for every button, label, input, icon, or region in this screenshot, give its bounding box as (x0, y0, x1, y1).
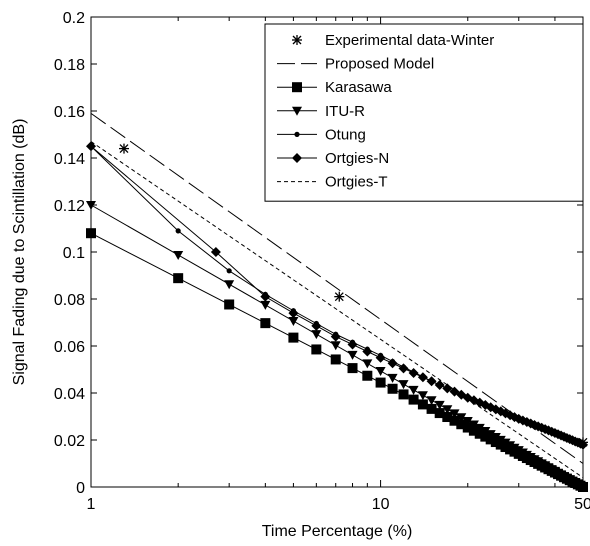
y-axis-label: Signal Fading due to Scintillation (dB) (11, 119, 28, 386)
point-marker (176, 228, 181, 233)
y-tick-label: 0.08 (54, 292, 85, 309)
y-tick-label: 0.12 (54, 198, 85, 215)
y-tick-label: 0.14 (54, 151, 85, 168)
y-tick-label: 0.06 (54, 339, 85, 356)
y-tick-label: 0 (76, 480, 85, 497)
y-tick-label: 0.04 (54, 386, 85, 403)
square-marker (348, 363, 358, 373)
y-tick-label: 0.02 (54, 433, 85, 450)
square-marker (418, 399, 428, 409)
square-marker (292, 82, 302, 92)
square-marker (362, 371, 372, 381)
legend-label: ITU-R (325, 103, 365, 120)
square-marker (173, 273, 183, 283)
point-marker (227, 268, 232, 273)
legend-label: Proposed Model (325, 56, 434, 73)
x-tick-label: 10 (372, 496, 390, 513)
square-marker (388, 384, 398, 394)
square-marker (288, 333, 298, 343)
y-tick-label: 0.2 (63, 10, 85, 27)
square-marker (260, 318, 270, 328)
x-axis-label: Time Percentage (%) (262, 523, 413, 540)
asterisk-marker (292, 35, 302, 45)
square-marker (86, 228, 96, 238)
legend: Experimental data-Winter Proposed Model Ka… (265, 24, 583, 201)
square-marker (399, 389, 409, 399)
legend-label: Ortgies-N (325, 150, 389, 167)
square-marker (376, 378, 386, 388)
y-tick-label: 0.16 (54, 104, 85, 121)
x-tick-label: 50 (574, 496, 590, 513)
x-tick-label: 1 (87, 496, 96, 513)
asterisk-marker (119, 144, 129, 154)
square-marker (409, 395, 419, 405)
legend-label: Otung (325, 126, 366, 143)
square-marker (311, 344, 321, 354)
legend-label: Ortgies-T (325, 174, 388, 191)
square-marker (224, 299, 234, 309)
legend-box (265, 24, 583, 201)
legend-label: Karasawa (325, 79, 392, 96)
square-marker (331, 354, 341, 364)
asterisk-marker (334, 292, 344, 302)
point-marker (294, 132, 299, 137)
legend-label: Experimental data-Winter (325, 32, 494, 49)
y-tick-label: 0.18 (54, 57, 85, 74)
y-tick-label: 0.1 (63, 245, 85, 262)
